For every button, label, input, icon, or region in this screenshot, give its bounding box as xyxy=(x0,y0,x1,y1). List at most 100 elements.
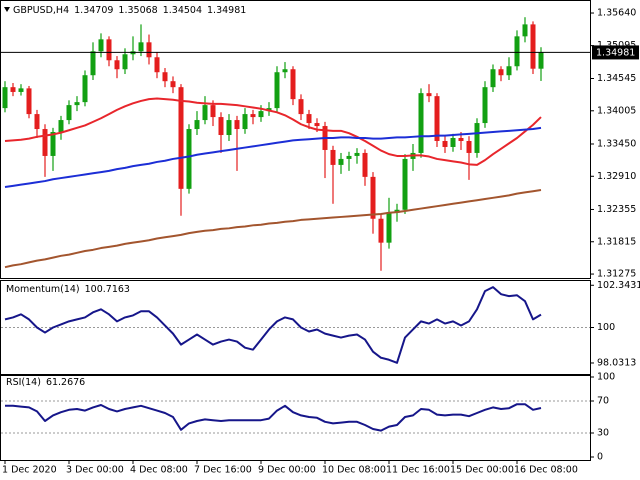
y-tick-label: 0 xyxy=(597,452,603,463)
indicator-line xyxy=(4,286,542,364)
y-tick-label: 70 xyxy=(597,396,609,407)
y-tick-label: 1.33450 xyxy=(597,138,636,149)
candle-body xyxy=(34,114,40,130)
rsi-header: RSI(14) 61.2676 xyxy=(6,377,85,388)
x-tick-label: 1 Dec 2020 xyxy=(2,465,57,476)
candle-body xyxy=(26,88,32,115)
candle-body xyxy=(282,69,288,73)
indicator-line xyxy=(4,97,542,166)
candle-body xyxy=(498,69,504,76)
y-tick-label: 98.0313 xyxy=(597,357,636,368)
candle-body xyxy=(170,81,176,88)
y-tick-label: 1.32910 xyxy=(597,171,636,182)
candle-body xyxy=(450,138,456,147)
y-tick-label: 102.3431 xyxy=(597,280,640,291)
current-price-box xyxy=(592,45,639,60)
candle-body xyxy=(98,39,104,52)
candle-body xyxy=(258,111,264,118)
candle-body xyxy=(42,129,48,156)
candle-body xyxy=(458,138,464,141)
x-tick-label: 11 Dec 16:00 xyxy=(386,465,450,476)
candle-body xyxy=(58,120,64,133)
collapse-arrow xyxy=(4,7,10,12)
candle-body xyxy=(290,69,296,100)
open: 1.34709 xyxy=(74,5,113,16)
candle-body xyxy=(346,155,352,159)
candle-body xyxy=(226,120,232,136)
candle-body xyxy=(122,54,128,70)
x-tick-label: 7 Dec 16:00 xyxy=(194,465,252,476)
candle-body xyxy=(274,72,280,109)
candle-body xyxy=(154,57,160,73)
candle-body xyxy=(10,87,16,92)
candle-body xyxy=(298,99,304,115)
candle-body xyxy=(314,123,320,127)
y-tick-label: 1.31275 xyxy=(597,269,636,280)
candle-body xyxy=(466,140,472,153)
momentum-header: Momentum(14) 100.7163 xyxy=(6,284,130,295)
candle-body xyxy=(242,114,248,130)
chart-header: GBPUSD,H4 1.34709 1.35068 1.34504 1.34981 xyxy=(13,5,246,16)
candle-body xyxy=(114,60,120,70)
candle-body xyxy=(18,88,24,92)
candle-body xyxy=(474,123,480,153)
candle-body xyxy=(434,96,440,141)
candle-body xyxy=(530,24,536,69)
candle-body xyxy=(442,140,448,147)
candle-body xyxy=(514,36,520,67)
rsi-panel xyxy=(0,375,591,461)
candle-body xyxy=(482,87,488,124)
candle-body xyxy=(402,158,408,210)
main-panel xyxy=(0,0,591,279)
candle-body xyxy=(210,105,216,118)
candle-body xyxy=(82,75,88,103)
rsi-value: 61.2676 xyxy=(46,377,85,388)
candle-body xyxy=(330,149,336,165)
candle-body xyxy=(50,132,56,156)
candle-body xyxy=(306,114,312,124)
candle-body xyxy=(490,69,496,88)
candle-body xyxy=(418,93,424,153)
candle-body xyxy=(74,102,80,106)
candle-body xyxy=(506,66,512,76)
candle-body xyxy=(354,152,360,156)
candle-body xyxy=(90,51,96,76)
symbol: GBPUSD,H4 xyxy=(13,5,69,16)
x-tick-label: 15 Dec 00:00 xyxy=(450,465,514,476)
candle-body xyxy=(370,176,376,219)
candle-body xyxy=(522,24,528,37)
candle-body xyxy=(202,105,208,121)
candle-body xyxy=(234,120,240,130)
candle-body xyxy=(162,72,168,82)
current-price-label: 1.34981 xyxy=(596,47,635,58)
candle-body xyxy=(66,105,72,121)
rsi-title: RSI(14) xyxy=(6,377,41,388)
candle-body xyxy=(146,42,152,58)
candle-body xyxy=(138,42,144,52)
x-tick-label: 3 Dec 00:00 xyxy=(66,465,124,476)
momentum-title: Momentum(14) xyxy=(6,284,80,295)
close: 1.34981 xyxy=(207,5,246,16)
x-tick-label: 9 Dec 00:00 xyxy=(258,465,316,476)
candle-body xyxy=(218,117,224,136)
candle-body xyxy=(386,212,392,243)
y-tick-label: 100 xyxy=(597,322,615,333)
y-tick-label: 100 xyxy=(597,372,615,383)
candle-body xyxy=(378,218,384,243)
candle-body xyxy=(106,39,112,61)
y-tick-label: 1.34005 xyxy=(597,105,636,116)
y-tick-label: 1.35640 xyxy=(597,8,636,19)
x-tick-label: 16 Dec 08:00 xyxy=(514,465,578,476)
candle-body xyxy=(2,87,8,109)
candle-body xyxy=(250,114,256,118)
candle-body xyxy=(178,87,184,189)
y-tick-label: 30 xyxy=(597,428,609,439)
y-tick-label: 1.34545 xyxy=(597,73,636,84)
low: 1.34504 xyxy=(163,5,202,16)
momentum-value: 100.7163 xyxy=(85,284,130,295)
candle-body xyxy=(186,129,192,189)
candle-body xyxy=(538,52,544,69)
y-tick-label: 1.31815 xyxy=(597,236,636,247)
x-tick-label: 10 Dec 08:00 xyxy=(322,465,386,476)
